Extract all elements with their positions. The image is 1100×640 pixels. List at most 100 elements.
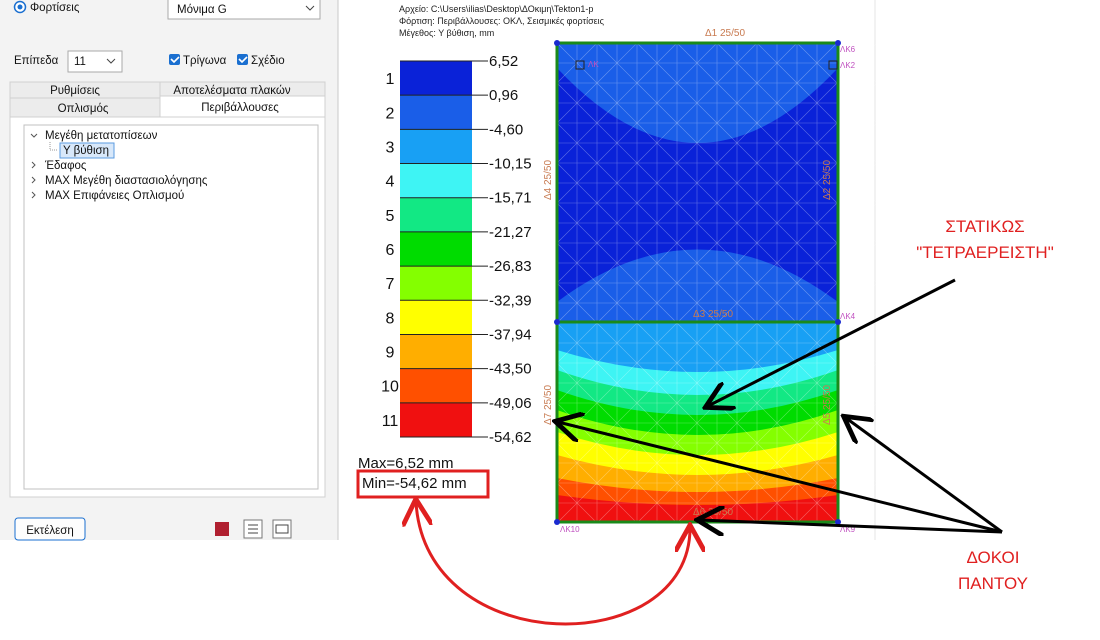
- radio-dot: [17, 4, 23, 10]
- chevron: [305, 5, 315, 11]
- expander[interactable]: [31, 176, 36, 184]
- legend-value: -4,60: [489, 121, 523, 138]
- arrow: [708, 278, 956, 406]
- legend-value: -10,15: [489, 156, 532, 173]
- dropdown-value: Μόνιμα G: [177, 4, 227, 16]
- tab-label: Περιβάλλουσες: [201, 102, 279, 114]
- quantity-info: Μέγεθος: Υ βύθιση, mm: [399, 28, 494, 38]
- arrow: [700, 520, 1003, 532]
- checkbox-label: Σχέδιο: [251, 55, 285, 67]
- checkbox[interactable]: [237, 54, 248, 65]
- legend-swatch: [400, 197, 472, 232]
- tree-box: [23, 124, 319, 490]
- beam-label: Δ7 25/50: [543, 385, 554, 425]
- icon-lines: [248, 524, 258, 534]
- load-dropdown[interactable]: [167, 0, 321, 20]
- level-value: 11: [74, 56, 86, 68]
- radio-label: Φορτίσεις: [30, 2, 80, 14]
- mesh: [556, 42, 878, 524]
- chevron: [106, 58, 116, 64]
- node: [835, 319, 841, 325]
- legend-level: 9: [386, 345, 395, 362]
- level-label: Επίπεδα: [14, 55, 59, 67]
- run-button[interactable]: [14, 517, 86, 541]
- checkbox[interactable]: [169, 54, 180, 65]
- tree-item[interactable]: Έδαφος: [44, 160, 87, 172]
- legend-swatch: [400, 163, 472, 198]
- tree-item[interactable]: MAX Μεγέθη διαστασιολόγησης: [45, 175, 208, 187]
- node-label: ΛΚ9: [840, 525, 856, 534]
- icon-frame: [275, 524, 289, 534]
- icon[interactable]: [215, 522, 229, 536]
- min-value: Min=-54,62 mm: [362, 475, 467, 492]
- legend-value: -21,27: [489, 224, 532, 241]
- legend-level: 10: [381, 379, 399, 396]
- legend-level: 6: [386, 242, 395, 259]
- expander[interactable]: [31, 161, 36, 169]
- node-label: ΛΚ4: [840, 312, 856, 321]
- legend-swatch: [400, 334, 472, 369]
- legend-swatch: [400, 300, 472, 335]
- legend-value: 0,96: [489, 87, 518, 104]
- node: [554, 319, 560, 325]
- legend-level: 8: [386, 310, 395, 327]
- node-label: ΛΚ: [588, 60, 599, 69]
- tab-label: Ρυθμίσεις: [50, 85, 100, 97]
- beam-label: Δ4 25/50: [543, 160, 554, 200]
- button-label: Εκτέλεση: [26, 525, 73, 537]
- beam-label: Δ6 25/50: [693, 507, 733, 518]
- legend-swatch: [400, 266, 472, 301]
- expander[interactable]: [30, 133, 38, 138]
- tree-item[interactable]: Μεγέθη μετατοπίσεων: [45, 130, 158, 142]
- arrows: [558, 278, 1003, 534]
- file-path: Αρχείο: C:\Users\ilias\Desktop\ΔΟκιμη\Te…: [399, 4, 593, 14]
- tree-selection: [59, 142, 115, 159]
- legend-swatch: [400, 95, 472, 130]
- max-value: Max=6,52 mm: [358, 455, 453, 472]
- level-dropdown[interactable]: [67, 50, 123, 73]
- legend-level: 11: [382, 413, 399, 430]
- legend-value: -26,83: [489, 258, 532, 275]
- node-label: ΛΚ6: [840, 45, 856, 54]
- tree-item[interactable]: MAX Επιφάνειες Οπλισμού: [45, 190, 184, 202]
- legend-value: -32,39: [489, 292, 532, 309]
- check: [170, 56, 180, 64]
- legend-level: 4: [386, 174, 395, 191]
- node-label: ΛΚ10: [560, 525, 580, 534]
- legend-level: 1: [386, 71, 395, 88]
- tab-label: Οπλισμός: [58, 103, 109, 115]
- annotation: ΣΤΑΤΙΚΩΣ: [945, 217, 1024, 236]
- legend-level: 2: [386, 105, 395, 122]
- legend-level: 7: [386, 276, 395, 293]
- legend-value: -37,94: [489, 326, 532, 343]
- legend-value: -43,50: [489, 361, 532, 378]
- beam-label: Δ1 25/50: [705, 28, 745, 39]
- loading-info: Φόρτιση: Περιβάλλουσες: ΟΚΛ, Σεισμικές φ…: [399, 16, 605, 26]
- legend-swatch: [400, 402, 472, 437]
- annotation: "ΤΕΤΡΑΕΡΕΙΣΤΗ": [916, 243, 1054, 262]
- expander[interactable]: [31, 191, 36, 199]
- legend-swatch: [400, 231, 472, 267]
- check: [238, 56, 248, 64]
- tree-item[interactable]: Υ βύθιση: [63, 145, 109, 157]
- legend-swatch: [400, 129, 472, 164]
- annotation: ΠΑΝΤΟΥ: [958, 574, 1028, 593]
- legend-value: -49,06: [489, 395, 532, 412]
- beam-label: Δ2 25/50: [822, 160, 833, 200]
- annotation: ΔΟΚΟΙ: [967, 548, 1020, 567]
- beam-label: Δ3 25/50: [693, 309, 733, 320]
- legend-value: 6,52: [489, 53, 518, 70]
- node-label: ΛΚ2: [840, 61, 856, 70]
- legend-level: 3: [386, 139, 395, 156]
- node: [835, 40, 841, 46]
- contour-band: [557, 43, 838, 143]
- contour-band: [557, 249, 838, 322]
- node: [835, 519, 841, 525]
- column: [828, 60, 838, 70]
- arrow: [558, 422, 1003, 534]
- legend-value: -54,62: [489, 429, 532, 446]
- legend-level: 5: [386, 208, 395, 225]
- legend-swatch: [400, 61, 472, 96]
